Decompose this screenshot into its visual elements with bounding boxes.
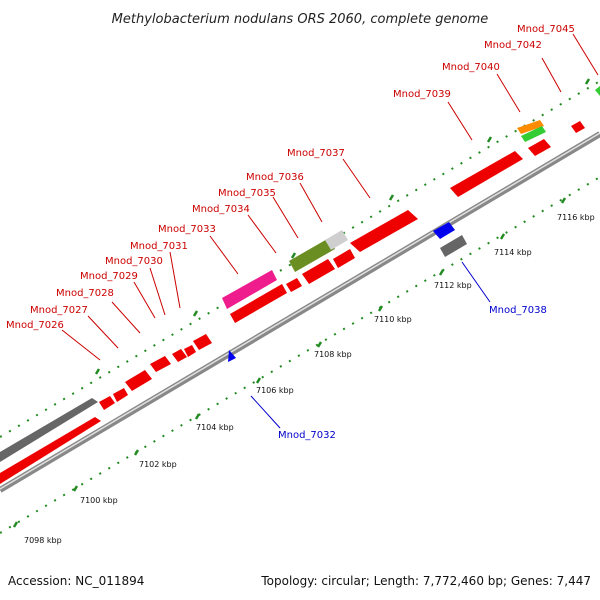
cds-mnod-7033[interactable] <box>193 334 212 350</box>
gene-label[interactable]: Mnod_7045 <box>517 24 575 35</box>
reverse-label-leaders <box>250 261 491 429</box>
cds-mnod-7037-small[interactable] <box>333 249 355 268</box>
forward-strand-features <box>0 86 600 484</box>
cds-mnod-7045[interactable] <box>571 121 585 133</box>
tick-label: 7098 kbp <box>24 536 62 545</box>
kbp-tick-labels: 7098 kbp 7100 kbp 7102 kbp 7104 kbp 7106… <box>24 213 595 545</box>
genome-backbone <box>0 131 600 493</box>
cds-mnod-7036[interactable] <box>302 259 335 284</box>
cds-mnod-7030[interactable] <box>172 349 187 362</box>
tick-label: 7100 kbp <box>80 496 118 505</box>
cds-mnod-7034-pink[interactable] <box>222 270 277 309</box>
genome-summary-text: Topology: circular; Length: 7,772,460 bp… <box>260 574 591 588</box>
tick-label: 7110 kbp <box>374 315 412 324</box>
reverse-strand-features <box>228 222 467 362</box>
tick-label: 7114 kbp <box>494 248 532 257</box>
cds-mnod-7036-lightgray[interactable] <box>325 230 348 250</box>
lower-major-ticks <box>12 197 567 528</box>
cds-mnod-7032[interactable] <box>228 350 236 362</box>
gene-label[interactable]: Mnod_7039 <box>393 89 451 100</box>
cds-mnod-7036-olive[interactable] <box>289 238 335 272</box>
tick-label: 7108 kbp <box>314 350 352 359</box>
cds-mnod-7026[interactable] <box>99 396 115 410</box>
gene-label[interactable]: Mnod_7036 <box>246 172 304 183</box>
gene-label[interactable]: Mnod_7032 <box>278 430 336 441</box>
gene-label[interactable]: Mnod_7031 <box>130 241 188 252</box>
gene-label[interactable]: Mnod_7034 <box>192 204 250 215</box>
cds-mnod-7042-orange[interactable] <box>517 120 544 134</box>
cds-far-right-green[interactable] <box>595 86 600 96</box>
gene-label[interactable]: Mnod_7030 <box>105 256 163 267</box>
gene-label[interactable]: Mnod_7040 <box>442 62 500 73</box>
gene-label[interactable]: Mnod_7026 <box>6 320 64 331</box>
gene-label[interactable]: Mnod_7037 <box>287 148 345 159</box>
cds-red-long-left[interactable] <box>0 417 101 484</box>
gene-label[interactable]: Mnod_7038 <box>489 305 547 316</box>
forward-label-leaders <box>61 33 599 361</box>
genome-backbone-highlight <box>0 132 600 490</box>
cds-mnod-7038-gray[interactable] <box>440 235 467 257</box>
gene-label[interactable]: Mnod_7029 <box>80 271 138 282</box>
upper-tick-row <box>0 80 600 438</box>
reverse-gene-labels: Mnod_7032 Mnod_7038 <box>278 305 547 441</box>
gene-label[interactable]: Mnod_7028 <box>56 288 114 299</box>
cds-gray-left[interactable] <box>0 398 98 462</box>
cds-mnod-7031[interactable] <box>184 345 196 357</box>
gene-label[interactable]: Mnod_7027 <box>30 305 88 316</box>
gene-label[interactable]: Mnod_7042 <box>484 40 542 51</box>
gene-label[interactable]: Mnod_7035 <box>218 188 276 199</box>
cds-mnod-7028[interactable] <box>125 370 152 391</box>
cds-mnod-7034-red[interactable] <box>230 284 287 323</box>
tick-label: 7116 kbp <box>557 213 595 222</box>
cds-mnod-7040[interactable] <box>528 139 551 156</box>
tick-label: 7104 kbp <box>196 423 234 432</box>
cds-mnod-7037[interactable] <box>350 210 418 252</box>
upper-major-ticks <box>94 78 591 375</box>
cds-mnod-7027[interactable] <box>113 388 128 402</box>
cds-mnod-7029[interactable] <box>150 356 171 372</box>
accession-text: Accession: NC_011894 <box>8 574 144 588</box>
tick-label: 7102 kbp <box>139 460 177 469</box>
forward-gene-labels: Mnod_7026 Mnod_7027 Mnod_7028 Mnod_7029 … <box>6 24 575 331</box>
cds-mnod-7039[interactable] <box>450 151 523 197</box>
cds-mnod-7038-blue[interactable] <box>433 222 455 239</box>
gene-label[interactable]: Mnod_7033 <box>158 224 216 235</box>
tick-label: 7106 kbp <box>256 386 294 395</box>
lower-tick-row <box>0 176 600 534</box>
cds-mnod-7042-green[interactable] <box>521 126 546 142</box>
tick-label: 7112 kbp <box>434 281 472 290</box>
map-title: Methylobacterium nodulans ORS 2060, comp… <box>112 12 489 27</box>
cds-mnod-7035[interactable] <box>286 278 302 292</box>
